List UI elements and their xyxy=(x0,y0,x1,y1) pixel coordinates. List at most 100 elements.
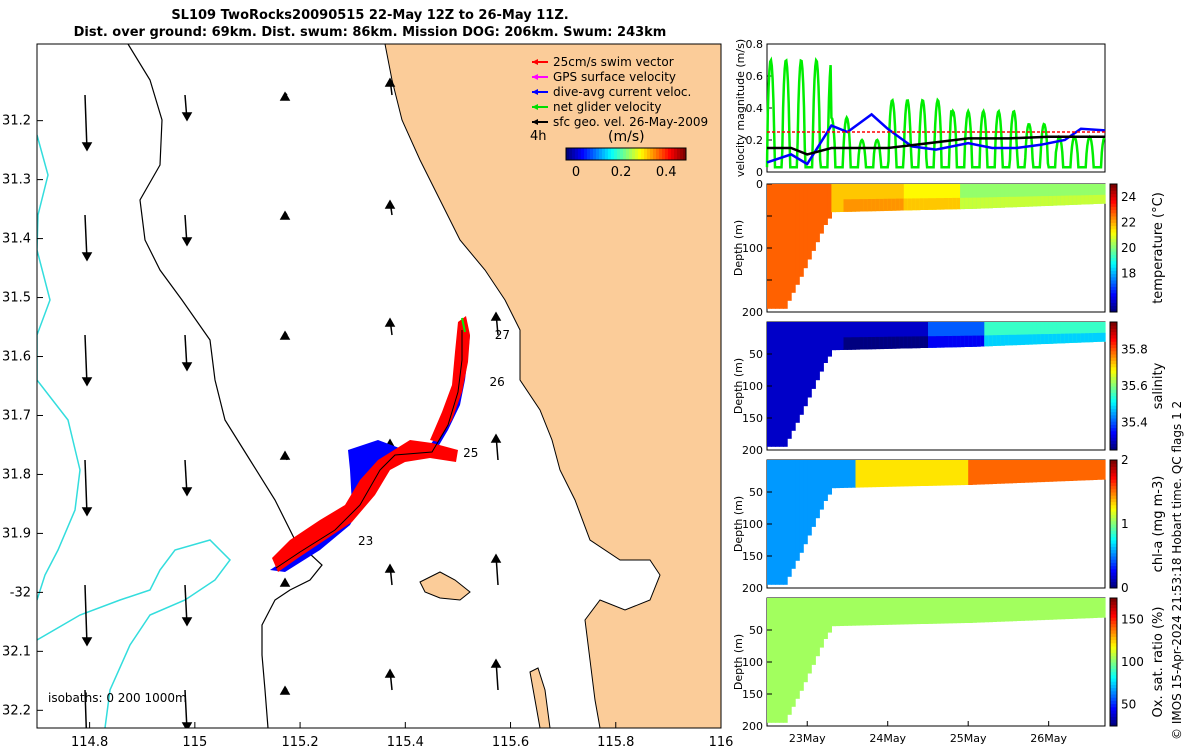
profile-colorbar-cell xyxy=(1110,607,1117,612)
profile-column xyxy=(767,460,772,585)
profile-column-deep xyxy=(1052,195,1058,206)
profile-column xyxy=(859,184,865,212)
profile-column xyxy=(1032,460,1038,483)
profile-column xyxy=(1101,322,1106,342)
profile-column-deep xyxy=(1032,196,1038,207)
profile-column xyxy=(952,598,957,624)
profile-colorbar-cell xyxy=(1110,446,1117,451)
profile-column xyxy=(1101,460,1106,480)
profile-column xyxy=(847,460,853,488)
profile-column-deep xyxy=(887,198,893,211)
legend-colorbar-cell xyxy=(659,148,663,160)
profile-column-deep xyxy=(940,198,945,210)
map-ytick-label: 31.3 xyxy=(2,173,31,188)
profile-colorbar-cell xyxy=(1110,485,1117,490)
profile-column xyxy=(875,598,881,626)
profile-column-deep xyxy=(883,198,889,211)
profile-colorbar-cell xyxy=(1110,209,1117,214)
profile-ytick-label: 50 xyxy=(749,348,763,361)
profile-column xyxy=(839,184,844,212)
profile-column xyxy=(960,184,965,210)
profile-column-deep xyxy=(936,198,941,210)
profile-column-deep xyxy=(1072,195,1078,205)
profile-colorbar-cell xyxy=(1110,235,1117,239)
profile-column xyxy=(1044,322,1050,344)
profile-column xyxy=(855,184,861,212)
profile-colorbar-cell xyxy=(1110,222,1117,227)
profile-colorbar-cell xyxy=(1110,562,1117,567)
profile-column-deep xyxy=(867,337,873,350)
profile-colorbar-cell xyxy=(1110,357,1117,361)
profile-column xyxy=(1092,598,1098,618)
profile-colorbar-cell xyxy=(1110,617,1117,621)
profile-column xyxy=(1076,322,1082,343)
profile-colorbar-cell xyxy=(1110,244,1117,249)
profile-column-deep xyxy=(972,335,977,347)
profile-column-deep xyxy=(911,336,917,349)
profile-column xyxy=(1040,184,1046,207)
profile-column-deep xyxy=(936,336,941,348)
current-arrowhead xyxy=(81,637,93,647)
profile-column xyxy=(911,184,917,211)
profile-column-deep xyxy=(980,197,985,209)
profile-column xyxy=(907,460,913,487)
profile-column xyxy=(803,460,808,545)
profile-column xyxy=(879,598,885,625)
profile-ytick-label: 150 xyxy=(742,688,763,701)
profile-colorbar-cell xyxy=(1110,206,1117,211)
time-xtick-label: 25May xyxy=(950,732,987,745)
profile-column xyxy=(823,598,828,639)
current-arrowhead xyxy=(384,199,396,209)
profile-column xyxy=(1080,460,1086,481)
profile-colorbar-tick: 100 xyxy=(1121,655,1144,669)
profile-column-deep xyxy=(988,197,993,209)
glider-track xyxy=(270,316,470,572)
current-arrowhead xyxy=(384,77,396,87)
profile-column xyxy=(944,598,949,624)
legend-colorbar-cell xyxy=(668,148,672,160)
profile-ylabel: Depth (m) xyxy=(732,634,745,690)
profile-column xyxy=(1032,598,1038,621)
profile-column-deep xyxy=(940,336,945,348)
profile-column xyxy=(1004,184,1009,208)
profile-ytick-label: 200 xyxy=(742,306,763,319)
map-ytick-label: 31.7 xyxy=(2,408,31,423)
profile-column xyxy=(1068,460,1074,481)
profile-column xyxy=(923,460,929,486)
profile-column-deep xyxy=(855,337,861,350)
profile-column xyxy=(964,598,969,623)
profile-column xyxy=(1084,184,1090,205)
profile-colorbar-cell xyxy=(1110,703,1117,708)
profile-column-deep xyxy=(1092,333,1098,342)
profile-colorbar-cell xyxy=(1110,212,1117,217)
profile-column xyxy=(895,322,901,349)
current-arrowhead xyxy=(279,450,291,460)
profile-column xyxy=(1076,460,1082,481)
profile-colorbar-cell xyxy=(1110,646,1117,650)
profile-column xyxy=(867,184,873,212)
profile-column xyxy=(923,184,929,210)
profile-column-deep xyxy=(851,337,857,350)
profile-column xyxy=(771,184,776,309)
profile-column xyxy=(923,322,929,348)
profile-column xyxy=(1004,322,1009,346)
profile-column xyxy=(847,598,853,626)
profile-column-deep xyxy=(1080,333,1086,343)
profile-column xyxy=(1032,184,1038,207)
profile-column xyxy=(940,184,945,210)
profile-colorbar-cell xyxy=(1110,472,1117,477)
profile-column xyxy=(1068,598,1074,619)
time-xtick-label: 24May xyxy=(869,732,906,745)
legend-colorbar-cell xyxy=(587,148,591,160)
profile-colorbar-label: Ox. sat. ratio (%) xyxy=(1151,607,1166,718)
profile-column xyxy=(807,598,812,674)
profile-column xyxy=(1040,460,1046,483)
profile-column-deep xyxy=(996,335,1001,346)
profile-ytick-label: 50 xyxy=(749,486,763,499)
glider-track-map[interactable]: 114.8 115 115.2 115.4 115.6 115.8 116 31.2 31.3… xyxy=(0,0,740,750)
profile-column xyxy=(891,322,897,349)
legend-label: 25cm/s swim vector xyxy=(553,55,674,69)
profile-column xyxy=(976,598,981,623)
profile-column-deep xyxy=(1052,333,1058,344)
